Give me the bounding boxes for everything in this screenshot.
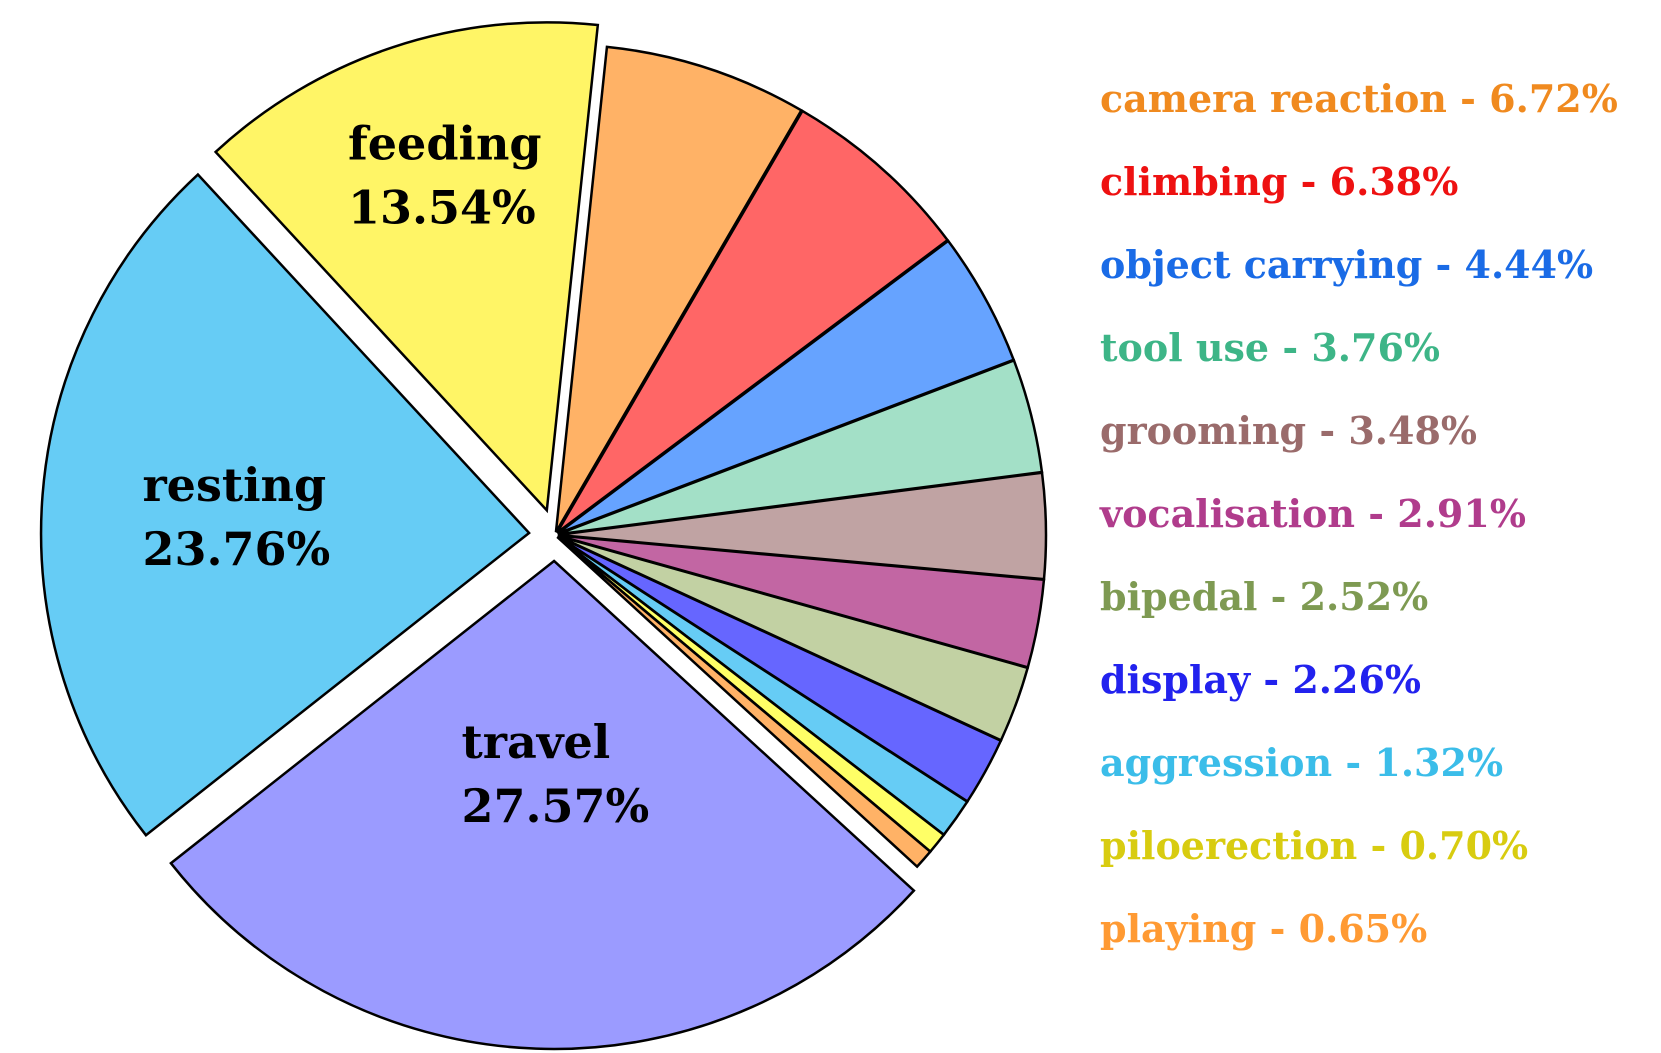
legend-item-climbing: climbing - 6.38% [1100,159,1458,204]
legend-item-grooming: grooming - 3.48% [1100,408,1477,453]
legend-item-object-carrying: object carrying - 4.44% [1100,242,1593,287]
pie-slices [39,21,1048,1051]
slice-percent-feeding: 13.54% [348,181,536,235]
legend-item-playing: playing - 0.65% [1100,906,1427,951]
legend-item-display: display - 2.26% [1100,657,1421,702]
legend-item-vocalisation: vocalisation - 2.91% [1099,491,1526,536]
legend-item-aggression: aggression - 1.32% [1100,740,1503,785]
slice-percent-travel: 27.57% [461,779,649,833]
pie-slice-travel [169,559,916,1051]
legend: camera reaction - 6.72% climbing - 6.38% o… [1099,76,1618,951]
slice-label-travel: travel [461,715,610,769]
pie-inner-labels: travel 27.57% resting 23.76% feeding 13.54% [142,117,649,833]
slice-percent-resting: 23.76% [142,522,330,576]
legend-item-piloerection: piloerection - 0.70% [1100,823,1528,868]
slice-label-feeding: feeding [348,117,542,171]
legend-item-tool-use: tool use - 3.76% [1100,325,1440,370]
pie-slice-camera-reaction [554,45,804,533]
slice-label-resting: resting [142,458,326,512]
pie-slice-playing [556,536,933,869]
legend-item-bipedal: bipedal - 2.52% [1100,574,1428,619]
pie-slice-climbing [555,109,950,534]
pie-slice-feeding [213,21,600,514]
legend-item-camera-reaction: camera reaction - 6.72% [1100,76,1618,121]
pie-slice-resting [39,172,531,837]
